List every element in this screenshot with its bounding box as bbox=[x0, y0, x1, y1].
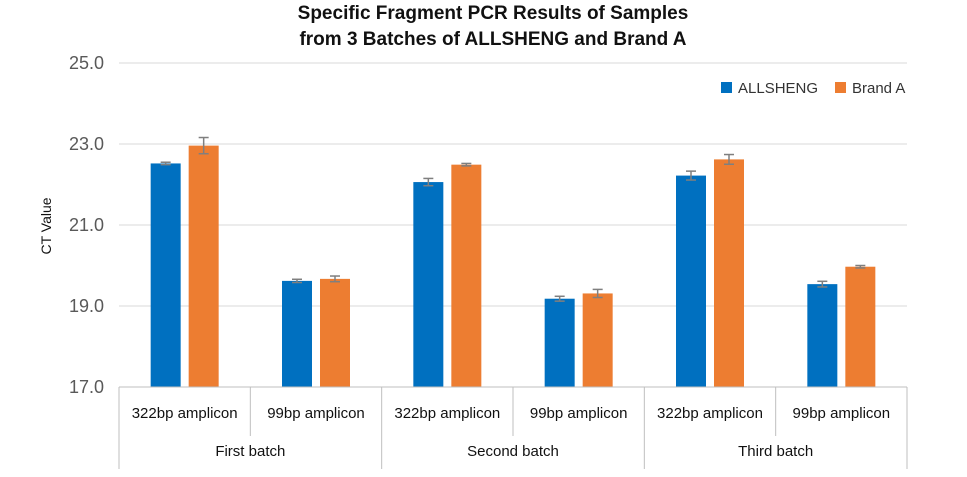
bar bbox=[413, 182, 444, 387]
legend-label-brand-a: Brand A bbox=[852, 80, 905, 97]
y-tick-label: 23.0 bbox=[69, 134, 104, 154]
legend-swatch-allsheng bbox=[721, 82, 732, 93]
x-axis bbox=[118, 386, 908, 469]
bar bbox=[282, 280, 312, 387]
error-bars bbox=[160, 136, 866, 302]
chart-title-line-1: Specific Fragment PCR Results of Samples bbox=[298, 3, 689, 24]
bar bbox=[320, 278, 350, 387]
group-label: Second batch bbox=[467, 443, 559, 460]
y-tick-label: 19.0 bbox=[69, 296, 104, 316]
bar bbox=[451, 164, 482, 387]
category-labels: 322bp amplicon 99bp amplicon 322bp amplico… bbox=[132, 405, 890, 422]
bars bbox=[150, 145, 876, 387]
bar bbox=[150, 163, 181, 387]
legend: ALLSHENG Brand A bbox=[721, 80, 905, 97]
bar bbox=[807, 284, 838, 387]
y-tick-label: 21.0 bbox=[69, 215, 104, 235]
bar bbox=[188, 145, 219, 387]
legend-swatch-brand-a bbox=[835, 82, 846, 93]
group-labels: First batch Second batch Third batch bbox=[215, 443, 813, 460]
bar bbox=[676, 175, 706, 387]
category-label: 322bp amplicon bbox=[394, 405, 500, 422]
bar bbox=[714, 159, 744, 387]
bar bbox=[582, 293, 613, 387]
gridlines bbox=[119, 62, 907, 307]
group-label: First batch bbox=[215, 443, 285, 460]
y-tick-label: 25.0 bbox=[69, 53, 104, 73]
chart-title-line-2: from 3 Batches of ALLSHENG and Brand A bbox=[299, 29, 686, 50]
y-tick-label: 17.0 bbox=[69, 377, 104, 397]
category-label: 99bp amplicon bbox=[530, 405, 628, 422]
group-label: Third batch bbox=[738, 443, 813, 460]
category-label: 99bp amplicon bbox=[793, 405, 891, 422]
legend-label-allsheng: ALLSHENG bbox=[738, 80, 818, 97]
y-axis-ticks: 17.0 19.0 21.0 23.0 25.0 bbox=[69, 53, 104, 397]
category-label: 322bp amplicon bbox=[657, 405, 763, 422]
category-label: 99bp amplicon bbox=[267, 405, 365, 422]
bar bbox=[544, 298, 575, 387]
y-axis-label: CT Value bbox=[38, 197, 54, 254]
category-label: 322bp amplicon bbox=[132, 405, 238, 422]
bar bbox=[845, 266, 876, 387]
